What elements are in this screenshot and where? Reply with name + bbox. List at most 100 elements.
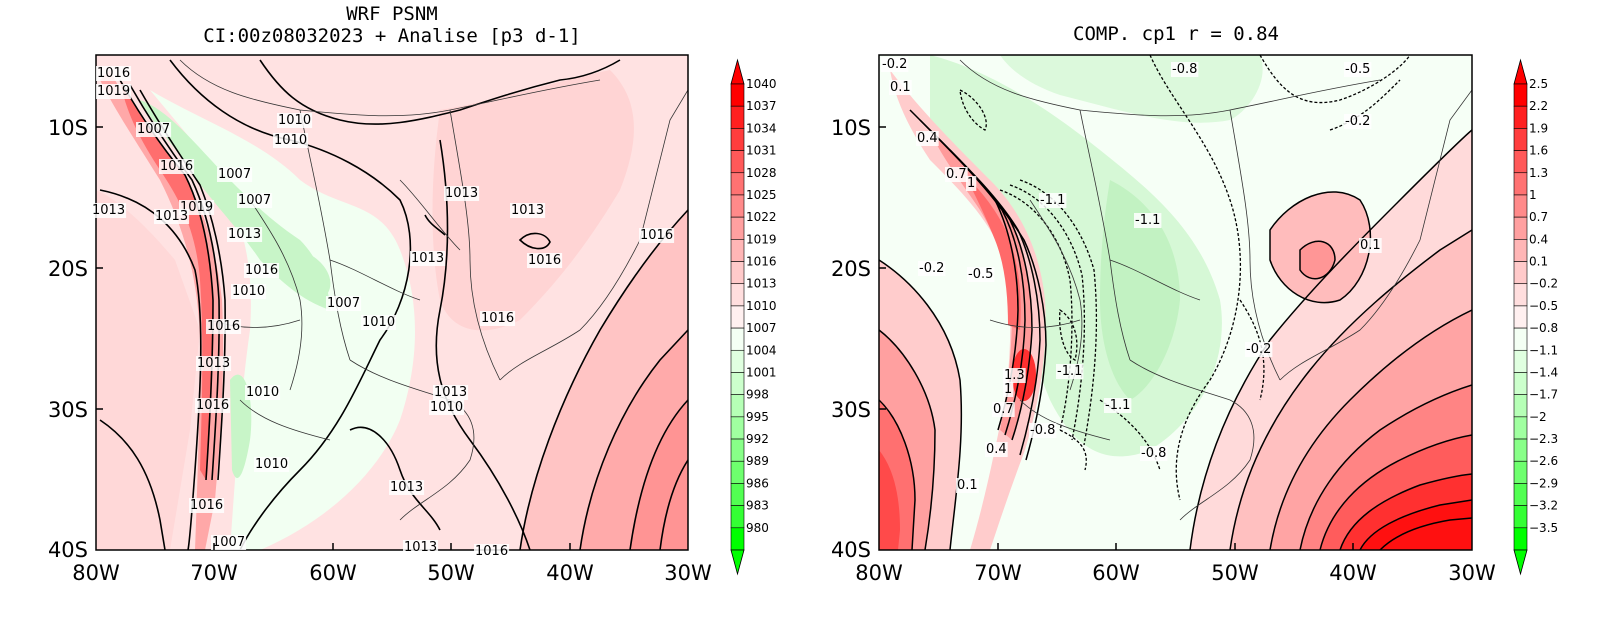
- contour-label: 0.4: [985, 442, 1008, 457]
- colorbar-swatch: [1513, 172, 1528, 196]
- contour-label: -0.2: [918, 261, 946, 276]
- contour-label-background: [1140, 446, 1168, 461]
- contour-label-background: [1171, 62, 1199, 77]
- contour-label-background: [1344, 114, 1372, 129]
- contour-label: 1010: [361, 315, 397, 330]
- colorbar-label: 995: [746, 410, 769, 424]
- svg-text:1013: 1013: [155, 209, 188, 224]
- contour-label: -1.1: [1056, 364, 1084, 379]
- svg-text:1013: 1013: [404, 540, 437, 555]
- colorbar-swatch: [1513, 261, 1528, 285]
- colorbar-swatch: [730, 505, 745, 529]
- contour-label: -1.1: [1104, 398, 1132, 413]
- colorbar-swatch: [1513, 105, 1528, 129]
- colorbar-swatch: [1513, 372, 1528, 395]
- contour-label: 1: [966, 176, 977, 191]
- contour-label: 1013: [403, 540, 439, 555]
- svg-text:1016: 1016: [207, 319, 240, 334]
- contour-label-background: [1039, 193, 1067, 208]
- x-tick-label: 80W: [72, 561, 120, 585]
- svg-text:1016: 1016: [245, 263, 278, 278]
- contour-label-background: [277, 113, 313, 128]
- colorbar-swatch: [1513, 239, 1528, 262]
- colorbar-swatch: [1513, 438, 1528, 462]
- colorbar-swatch: [1513, 460, 1528, 484]
- contour-label-background: [889, 80, 912, 95]
- contour-label: 0.1: [889, 80, 912, 95]
- contour-label-background: [231, 284, 267, 299]
- x-tick-label: 80W: [855, 561, 903, 585]
- svg-text:-0.8: -0.8: [1030, 423, 1055, 438]
- contour-label: 1016: [189, 498, 225, 513]
- y-tick-label: 40S: [831, 538, 871, 562]
- colorbar-swatch: [730, 327, 745, 351]
- colorbar-label: 0.4: [1529, 232, 1548, 246]
- colorbar-label: 0.7: [1529, 210, 1548, 224]
- colorbar-label: 2.2: [1529, 99, 1548, 113]
- colorbar-swatch: [1513, 349, 1528, 373]
- contour-label-background: [1003, 382, 1014, 397]
- svg-text:1013: 1013: [445, 186, 478, 201]
- contour-label: 1016: [159, 159, 195, 174]
- contour-label-background: [444, 186, 480, 201]
- contour-label-background: [985, 442, 1008, 457]
- svg-text:1016: 1016: [190, 498, 223, 513]
- colorbar-label: 1028: [746, 166, 777, 180]
- contour-label-background: [916, 131, 939, 146]
- colorbar-label: 1.6: [1529, 144, 1548, 158]
- contour-label-background: [196, 356, 232, 371]
- left-map-frame: [95, 54, 689, 551]
- x-tick-label: 70W: [974, 561, 1022, 585]
- contour-label: 1013: [389, 480, 425, 495]
- contour-label: 1007: [237, 193, 273, 208]
- svg-text:1007: 1007: [218, 167, 251, 182]
- left-title-line2: CI:00z08032023 + Analise [p3 d-1]: [203, 25, 581, 47]
- contour-label: 1007: [217, 167, 253, 182]
- colorbar-label: 1019: [746, 232, 777, 246]
- svg-text:-0.5: -0.5: [968, 267, 993, 282]
- colorbar-swatch: [1513, 128, 1528, 151]
- colorbar-label: 1025: [746, 188, 777, 202]
- colorbar-swatch: [730, 527, 745, 551]
- contour-label-background: [1104, 398, 1132, 413]
- svg-text:1: 1: [967, 176, 975, 191]
- svg-text:-1.1: -1.1: [1057, 364, 1082, 379]
- contour-label: 1016: [96, 66, 132, 81]
- colorbar-swatch: [1513, 327, 1528, 351]
- colorbar-max-arrow: [1513, 58, 1528, 85]
- colorbar-label: 980: [746, 521, 769, 535]
- contour-label-background: [992, 402, 1015, 417]
- colorbar-swatch: [1513, 505, 1528, 529]
- colorbar-swatch: [730, 394, 745, 418]
- contour-label: -1.1: [1039, 193, 1067, 208]
- colorbar-swatch: [730, 305, 745, 329]
- y-tick-label: 30S: [831, 398, 871, 422]
- svg-text:-0.2: -0.2: [1345, 114, 1370, 129]
- right-map-fill: [879, 55, 1472, 550]
- contour-label-background: [966, 176, 977, 191]
- contour-label: 1016: [244, 263, 280, 278]
- svg-text:1010: 1010: [430, 400, 463, 415]
- svg-text:1010: 1010: [362, 315, 395, 330]
- x-tick-label: 40W: [1329, 561, 1377, 585]
- contour-label: -0.2: [1344, 114, 1372, 129]
- colorbar-label: 1022: [746, 210, 777, 224]
- x-tick-label: 30W: [664, 561, 712, 585]
- svg-text:-1.1: -1.1: [1105, 398, 1130, 413]
- colorbar-label: 1040: [746, 77, 777, 91]
- left-map-fill: [96, 55, 688, 550]
- y-tick-label: 10S: [48, 116, 88, 140]
- right-map-frame: [878, 54, 1473, 551]
- x-tick-label: 60W: [309, 561, 357, 585]
- svg-text:-0.2: -0.2: [882, 57, 907, 72]
- y-tick-label: 40S: [48, 538, 88, 562]
- contour-label: 1013: [91, 203, 127, 218]
- svg-text:-0.5: -0.5: [1345, 62, 1370, 77]
- contour-label-background: [1056, 364, 1084, 379]
- colorbar-label: −3.5: [1529, 521, 1558, 535]
- contour-label: 1007: [326, 296, 362, 311]
- left-colorbar: 1040 1037 1034 1031 1028 1025 1022 1019 1016 1013…: [730, 58, 777, 576]
- y-tick-label: 20S: [48, 257, 88, 281]
- colorbar-swatch: [730, 128, 745, 151]
